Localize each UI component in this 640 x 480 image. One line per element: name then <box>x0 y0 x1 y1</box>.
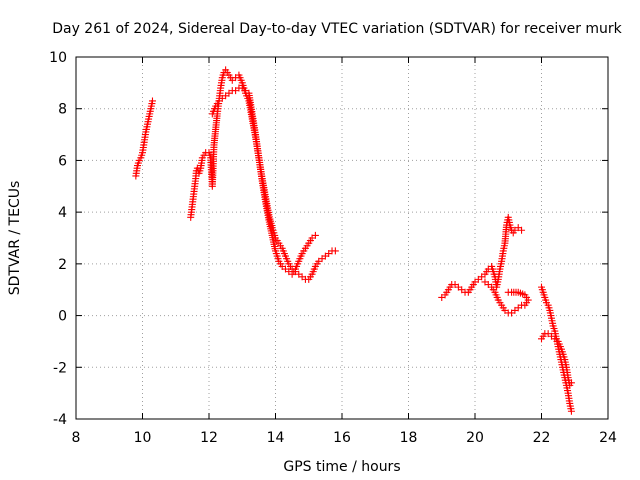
arc-7-marker <box>567 379 575 387</box>
x-tick-label: 22 <box>533 430 551 446</box>
x-tick-labels: 8 10 12 14 16 18 20 22 24 <box>72 430 617 446</box>
x-tick-label: 18 <box>400 430 418 446</box>
x-tick-label: 12 <box>200 430 218 446</box>
y-tick-label: 6 <box>58 153 67 169</box>
arc-3-marker <box>331 247 339 255</box>
arc-1-marker <box>148 97 156 105</box>
arc-4-marker <box>518 226 526 234</box>
y-tick-label: -2 <box>53 360 67 376</box>
y-tick-label: 8 <box>58 102 67 118</box>
y-tick-label: 10 <box>49 50 67 66</box>
x-tick-label: 24 <box>599 430 617 446</box>
arc-6-marker <box>567 407 575 415</box>
chart-title: Day 261 of 2024, Sidereal Day-to-day VTE… <box>52 21 622 37</box>
data-markers <box>132 66 575 415</box>
x-tick-label: 20 <box>466 430 484 446</box>
y-tick-label: 4 <box>58 205 67 221</box>
x-tick-label: 10 <box>134 430 152 446</box>
x-tick-label: 16 <box>333 430 351 446</box>
arc-2-marker <box>311 231 319 239</box>
axis-ticks <box>75 56 609 420</box>
x-tick-label: 8 <box>72 430 81 446</box>
arc-5-marker <box>504 288 512 296</box>
x-axis-label: GPS time / hours <box>283 459 400 475</box>
y-tick-label: 0 <box>58 309 67 325</box>
y-tick-labels: -4 -2 0 2 4 6 8 10 <box>49 50 67 428</box>
x-tick-label: 14 <box>267 430 285 446</box>
y-tick-label: 2 <box>58 257 67 273</box>
grid-lines <box>76 57 608 419</box>
y-axis-label: SDTVAR / TECUs <box>7 181 23 296</box>
y-tick-label: -4 <box>53 412 67 428</box>
